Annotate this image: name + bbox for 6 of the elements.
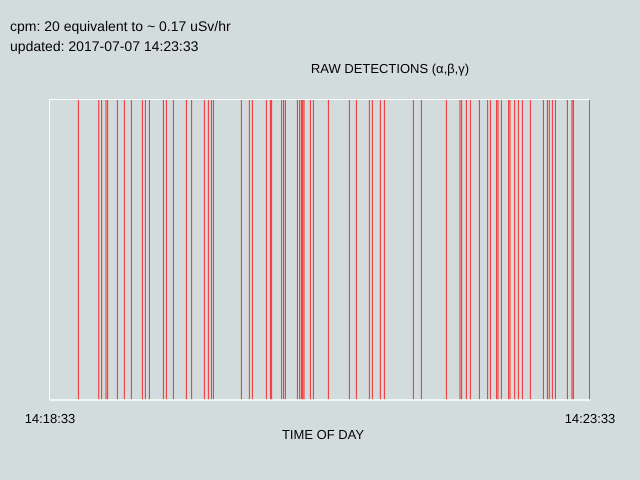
x-axis-title: TIME OF DAY [280, 427, 366, 442]
text: updated: 2017-07-07 14:23:33 [10, 37, 200, 56]
x-tick-label: 14:23:33 [564, 411, 616, 426]
text: cpm: 20 equivalent to ~ 0.17 uSv/hr [10, 17, 231, 36]
chart-title: RAW DETECTIONS (α,β,γ) [310, 61, 470, 76]
x-tick-label: 14:18:33 [24, 411, 76, 426]
